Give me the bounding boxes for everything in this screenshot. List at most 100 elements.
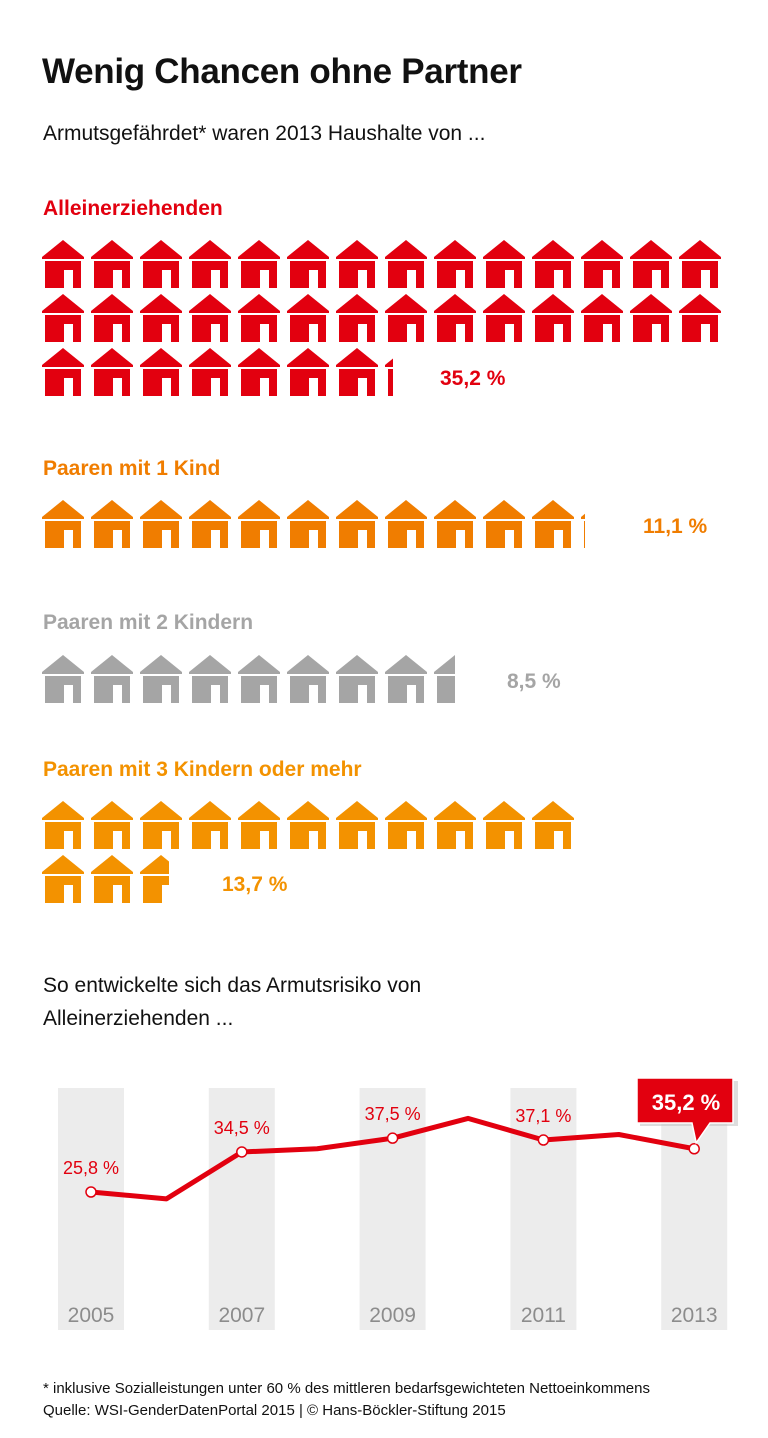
house-icon <box>336 655 378 703</box>
house-icon <box>91 348 133 396</box>
house-icon <box>238 655 280 703</box>
house-icon <box>238 294 280 342</box>
house-icon <box>189 240 231 288</box>
data-point <box>386 1132 399 1144</box>
year-band <box>208 1088 275 1330</box>
data-label: 37,5 % <box>365 1104 421 1124</box>
x-tick-label: 2009 <box>369 1304 416 1327</box>
house-icon <box>91 500 133 548</box>
house-icon <box>385 294 427 342</box>
house-icon <box>140 500 182 548</box>
data-point <box>537 1134 550 1146</box>
house-icon <box>434 240 476 288</box>
group-value: 13,7 % <box>222 873 288 896</box>
house-icon <box>140 655 182 703</box>
house-icon <box>238 348 280 396</box>
x-tick-label: 2005 <box>68 1304 115 1327</box>
house-icon <box>434 801 476 849</box>
house-icon <box>385 801 427 849</box>
house-icon <box>483 500 525 548</box>
data-point <box>688 1143 700 1155</box>
data-point <box>236 1146 248 1158</box>
house-icon <box>189 801 231 849</box>
house-icon <box>336 801 378 849</box>
house-icon <box>91 855 133 903</box>
house-icon <box>679 240 721 288</box>
house-icon <box>581 294 623 342</box>
house-icon <box>42 240 84 288</box>
house-icon <box>287 500 329 548</box>
house-icon <box>385 500 427 548</box>
house-icon <box>287 655 329 703</box>
house-icon <box>532 294 574 342</box>
x-tick-label: 2007 <box>218 1304 265 1327</box>
data-point <box>85 1186 97 1198</box>
group-value: 11,1 % <box>643 515 708 538</box>
page-title: Wenig Chancen ohne Partner <box>42 52 522 91</box>
house-icon <box>679 294 721 342</box>
house-icon <box>434 655 455 703</box>
house-icon <box>91 294 133 342</box>
group-label: Paaren mit 2 Kindern <box>43 611 254 634</box>
data-label: 34,5 % <box>214 1118 270 1138</box>
house-icon <box>42 294 84 342</box>
house-icon <box>42 500 84 548</box>
data-label: 37,1 % <box>515 1106 571 1126</box>
house-icon <box>287 240 329 288</box>
house-icon <box>140 294 182 342</box>
house-icon <box>532 500 574 548</box>
house-icon <box>42 655 84 703</box>
chart-heading-line1: So entwickelte sich das Armutsrisiko von <box>43 974 422 997</box>
house-icon <box>287 294 329 342</box>
group-label: Alleinerziehenden <box>43 197 223 220</box>
data-label: 25,8 % <box>63 1158 119 1178</box>
x-tick-label: 2011 <box>521 1304 566 1327</box>
house-icon <box>42 348 84 396</box>
year-band <box>359 1088 426 1330</box>
house-icon <box>287 348 329 396</box>
year-band <box>510 1088 577 1330</box>
house-icon <box>630 240 672 288</box>
house-icon <box>42 801 84 849</box>
house-icon <box>581 513 585 548</box>
house-icon <box>140 855 169 903</box>
line-chart: 2005 2007 2009 2011 2013 25,8 % 34,5 % 37,5 % 37… <box>58 1077 738 1330</box>
group-value: 8,5 % <box>507 670 561 693</box>
house-icon <box>532 801 574 849</box>
data-label: 35,2 % <box>652 1090 721 1115</box>
house-icon <box>483 801 525 849</box>
chart-heading-line2: Alleinerziehenden ... <box>43 1007 234 1030</box>
house-icon <box>140 801 182 849</box>
house-icon <box>189 294 231 342</box>
house-icon <box>385 358 393 396</box>
x-tick-label: 2013 <box>671 1304 718 1327</box>
house-icon <box>483 294 525 342</box>
group-label: Paaren mit 3 Kindern oder mehr <box>43 758 362 781</box>
group-label: Paaren mit 1 Kind <box>43 457 221 480</box>
house-icon <box>238 500 280 548</box>
house-icon <box>189 500 231 548</box>
house-icon <box>189 348 231 396</box>
footnote: * inklusive Sozialleistungen unter 60 % … <box>43 1380 650 1397</box>
source-line: Quelle: WSI-GenderDatenPortal 2015 | © H… <box>43 1402 506 1419</box>
house-icon <box>91 240 133 288</box>
house-icon <box>287 801 329 849</box>
house-icon <box>336 500 378 548</box>
house-icon <box>91 655 133 703</box>
house-icon <box>336 348 378 396</box>
house-icon <box>140 348 182 396</box>
group-value: 35,2 % <box>440 367 506 390</box>
subtitle: Armutsgefährdet* waren 2013 Haushalte vo… <box>43 122 486 145</box>
house-icon <box>336 240 378 288</box>
house-icon <box>189 655 231 703</box>
year-band <box>58 1088 124 1330</box>
house-icon <box>434 294 476 342</box>
house-icon <box>238 801 280 849</box>
house-icon <box>140 240 182 288</box>
house-icon <box>434 500 476 548</box>
house-icon <box>91 801 133 849</box>
house-icon <box>238 240 280 288</box>
house-icon <box>483 240 525 288</box>
house-icon <box>581 240 623 288</box>
house-icon <box>42 855 84 903</box>
